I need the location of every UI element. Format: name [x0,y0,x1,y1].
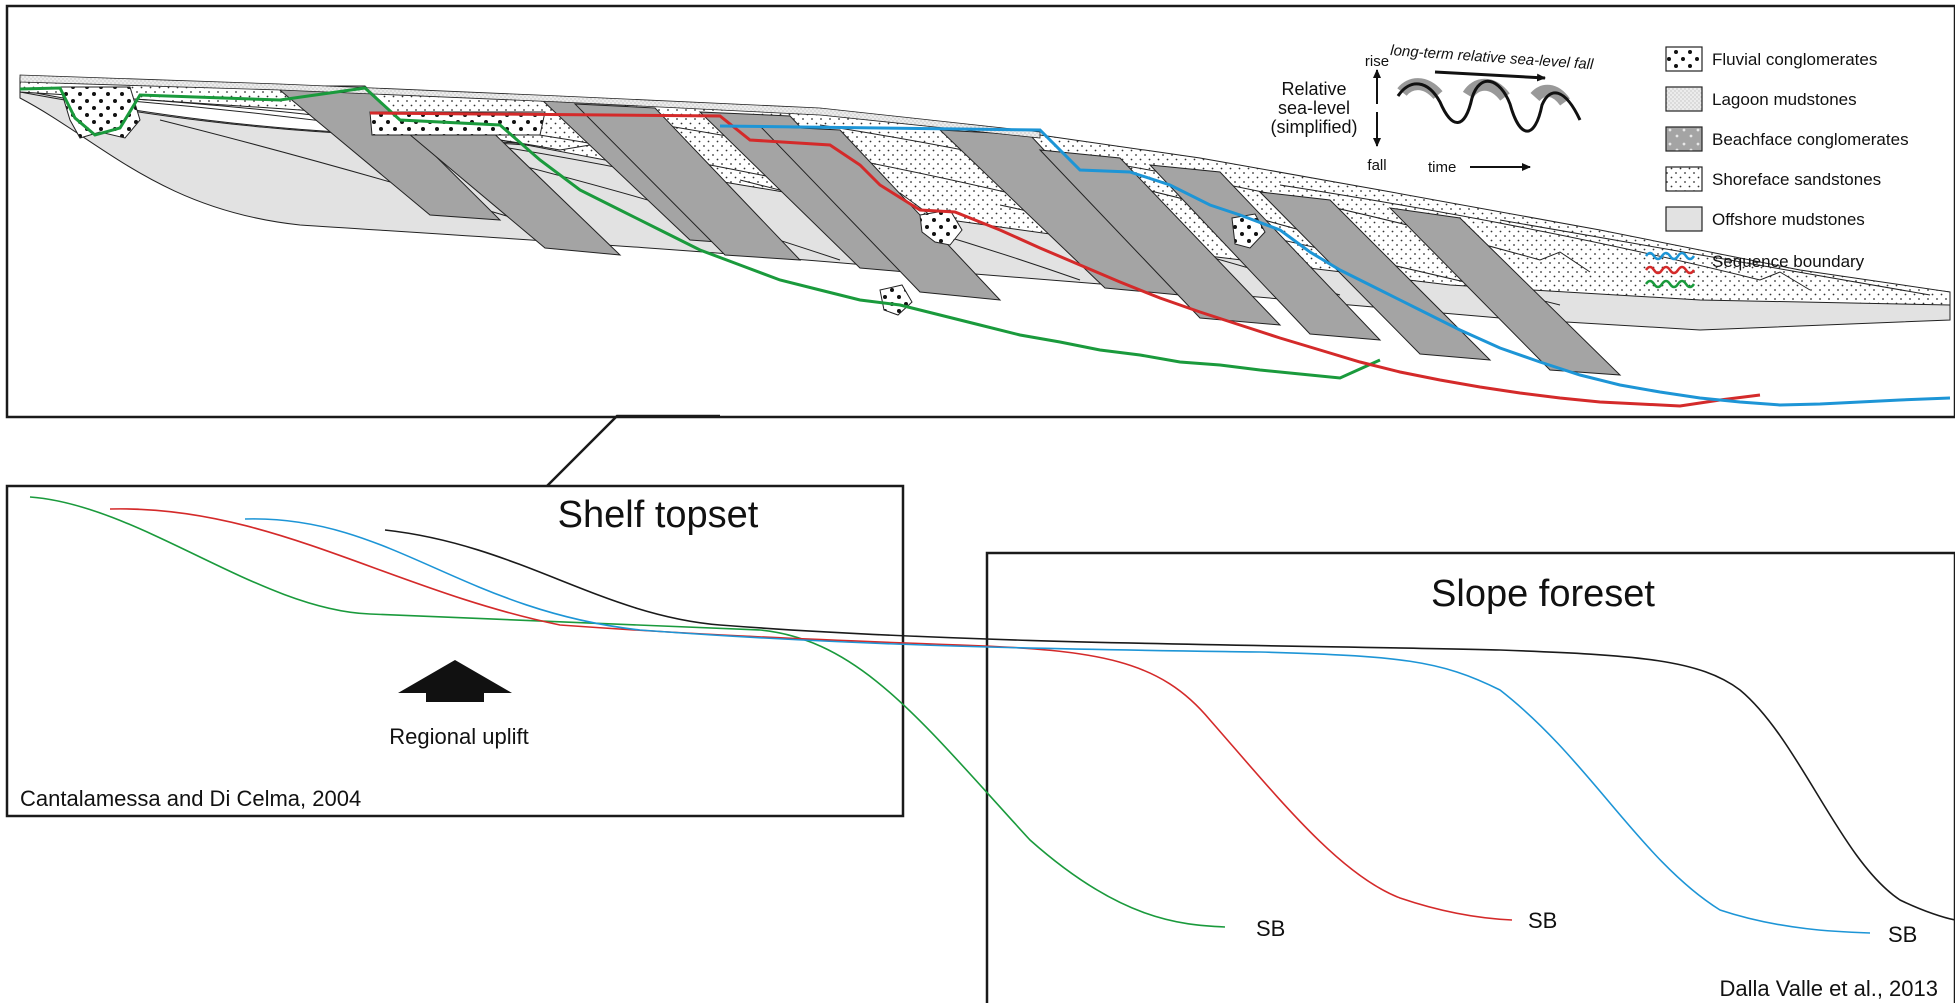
lagoon-mudstones [19,74,1041,139]
legend-label-lagoon: Lagoon mudstones [1712,90,1857,109]
trend-arrow [1434,70,1546,82]
sequence-boundary-green [19,86,1381,380]
clinoform-red [109,508,1513,921]
beachface-conglomerates [273,85,1622,376]
legend-swatch-shoreface [1665,166,1703,192]
legend-swatch-fluvial [1665,46,1703,72]
sequence-boundary-blue [719,124,1951,407]
fall-label: fall [1367,157,1386,174]
legend-label-fluvial: Fluvial conglomerates [1712,50,1877,69]
legend: Fluvial conglomerates Lagoon mudstones B… [1644,46,1909,289]
sb-label-green: SB [1256,916,1285,941]
regional-uplift-arrow [398,660,512,702]
shelf-citation: Cantalamessa and Di Celma, 2004 [20,786,361,811]
sea-level-label-line1: Relative [1281,79,1346,99]
legend-label-offshore: Offshore mudstones [1712,210,1865,229]
sb-label-blue: SB [1888,922,1917,947]
callout-connector [546,414,720,487]
shelf-topset-box [5,484,905,818]
clinoform-blue [244,518,1871,934]
shelf-topset-title: Shelf topset [558,494,759,536]
time-label: time [1428,159,1456,176]
slope-citation: Dalla Valle et al., 2013 [1719,976,1938,1001]
legend-swatch-beachface [1665,126,1703,152]
slope-foreset-title: Slope foreset [1431,573,1655,615]
regional-uplift-label: Regional uplift [389,724,528,749]
legend-swatch-lagoon [1665,86,1703,112]
legend-label-sequence-boundary: Sequence boundary [1712,252,1865,271]
rise-label: rise [1365,53,1389,70]
clinoform-green [29,496,1226,928]
clinoform-black [384,529,1955,921]
sequence-boundary-red [369,111,1761,408]
clinoform-profiles [29,496,1955,934]
legend-swatch-sb-blue [1644,251,1696,261]
legend-label-beachface: Beachface conglomerates [1712,130,1909,149]
slope-foreset-box [985,551,1955,1003]
legend-swatch-sb-green [1644,279,1696,289]
sea-level-curve [1396,79,1582,133]
sb-label-red: SB [1528,908,1557,933]
sea-level-label-line2: sea-level [1278,98,1350,118]
legend-swatch-offshore [1665,206,1703,232]
sea-level-label-line3: (simplified) [1270,117,1357,137]
cross-section [19,74,1951,408]
legend-swatch-sb-red [1644,265,1696,275]
legend-label-shoreface: Shoreface sandstones [1712,170,1881,189]
